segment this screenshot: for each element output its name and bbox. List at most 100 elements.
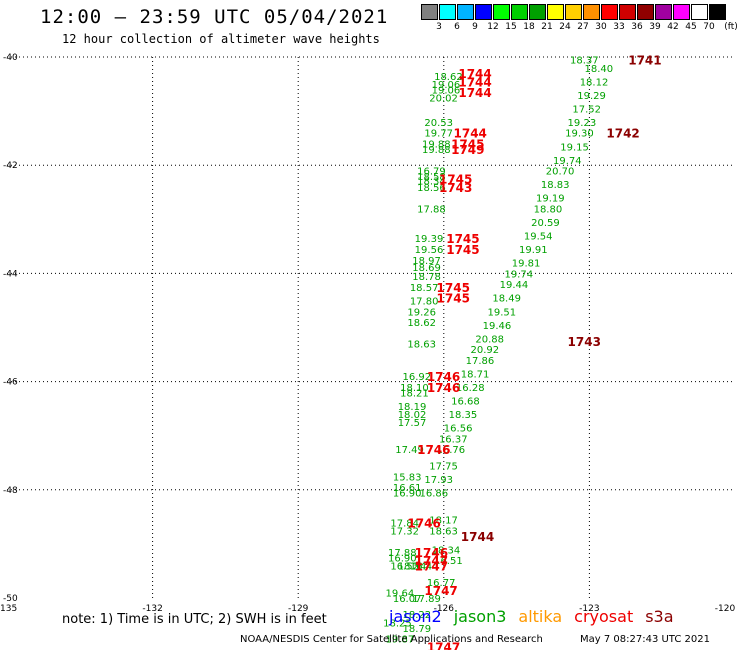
wave-height-label: 18.69 xyxy=(412,263,441,274)
wave-height-label: 16.56 xyxy=(444,424,473,435)
credit-text: NOAA/NESDIS Center for Satellite Applica… xyxy=(240,634,543,645)
wave-height-label: 19.54 xyxy=(524,232,553,243)
wave-height-label: 20.02 xyxy=(429,94,458,105)
wave-height-label: 20.70 xyxy=(546,167,575,178)
legend-swatch xyxy=(439,4,456,20)
latitude-label: -42 xyxy=(3,161,18,171)
latitude-label: -50 xyxy=(3,594,18,604)
wave-height-label: 18.34 xyxy=(417,176,446,187)
wave-height-label: 19.29 xyxy=(577,91,606,102)
legend-swatch xyxy=(511,4,528,20)
wave-height-label: 19.81 xyxy=(512,259,541,270)
legend-swatch xyxy=(583,4,600,20)
longitude-label: -132 xyxy=(142,604,162,614)
wave-height-label: 18.49 xyxy=(492,294,521,305)
legend-swatch xyxy=(709,4,726,20)
wave-height-label: 16.44 xyxy=(410,562,439,573)
wave-height-label: 19.44 xyxy=(500,280,529,291)
legend-label: 45 xyxy=(685,22,697,32)
wave-height-label: 18.40 xyxy=(585,64,614,75)
wave-height-label: 16.52 xyxy=(390,562,419,573)
legend-swatch xyxy=(493,4,510,20)
wave-height-label: 16.76 xyxy=(437,445,466,456)
satellite-altika: altika xyxy=(518,607,563,626)
wave-height-label: 17.32 xyxy=(390,526,419,537)
wave-height-label: 19.46 xyxy=(483,321,512,332)
time-label: 1743 xyxy=(568,335,601,349)
legend-swatch xyxy=(457,4,474,20)
wave-height-label: 18.63 xyxy=(407,340,436,351)
legend-swatch xyxy=(565,4,582,20)
time-label: 1745 xyxy=(451,138,484,152)
longitude-label: -135 xyxy=(0,604,17,614)
latitude-label: -46 xyxy=(3,378,18,388)
satellite-jason3: jason3 xyxy=(453,607,507,626)
wave-height-label: 18.63 xyxy=(429,526,458,537)
wave-height-label: 18.10 xyxy=(400,383,429,394)
units-note: note: 1) Time is in UTC; 2) SWH is in fe… xyxy=(62,612,327,627)
time-label: 1747 xyxy=(424,584,457,598)
wave-height-label: 18.83 xyxy=(541,180,570,191)
wave-height-label: 18.62 xyxy=(434,72,463,83)
legend-unit: (ft) xyxy=(724,22,738,32)
wave-height-label: 18.56 xyxy=(417,183,446,194)
time-label: 1746 xyxy=(427,381,460,395)
wave-height-label: 18.17 xyxy=(429,516,458,527)
generated-timestamp: May 7 08:27:43 UTC 2021 xyxy=(580,634,710,645)
longitude-label: -120 xyxy=(715,604,736,614)
wave-height-label: 19.88 xyxy=(422,140,451,151)
wave-height-label: 16.51 xyxy=(434,556,463,567)
wave-height-label: 16.37 xyxy=(439,434,468,445)
wave-height-label: 18.71 xyxy=(461,369,490,380)
wave-height-label: 20.92 xyxy=(470,345,499,356)
legend-swatch xyxy=(673,4,690,20)
legend-label: 36 xyxy=(631,22,643,32)
time-label: 1744 xyxy=(458,75,491,89)
wave-height-label: 18.62 xyxy=(407,318,436,329)
time-label: 1747 xyxy=(415,560,448,574)
wave-height-label: 17.75 xyxy=(429,461,458,472)
time-label: 1744 xyxy=(461,530,494,544)
legend-swatch xyxy=(637,4,654,20)
legend-label: 18 xyxy=(523,22,535,32)
satellite-jason2: jason2 xyxy=(389,607,442,626)
wave-height-label: 16.07 xyxy=(393,594,422,605)
legend-swatch xyxy=(547,4,564,20)
satellite-s3a: s3a xyxy=(645,607,674,626)
wave-height-label: 20.53 xyxy=(424,118,453,129)
time-label: 1745 xyxy=(439,173,472,187)
wave-height-label: 17.93 xyxy=(424,475,453,486)
wave-height-label: 19.23 xyxy=(568,118,597,129)
wave-height-label: 19.64 xyxy=(386,589,415,600)
legend-swatch xyxy=(619,4,636,20)
legend-label: 42 xyxy=(667,22,679,32)
legend-label: 15 xyxy=(505,22,517,32)
wave-height-label: 18.58 xyxy=(417,172,446,183)
wave-height-label: 16.61 xyxy=(393,483,422,494)
wave-height-label: 16.68 xyxy=(451,397,480,408)
map-subtitle: 12 hour collection of altimeter wave hei… xyxy=(62,32,380,46)
wave-height-label: 19.15 xyxy=(560,142,589,153)
wave-height-label: 19.30 xyxy=(565,129,594,140)
time-label: 1741 xyxy=(628,54,661,68)
legend-swatch xyxy=(475,4,492,20)
legend-swatch xyxy=(421,4,438,20)
legend-label: 27 xyxy=(577,22,589,32)
time-label: 1746 xyxy=(407,516,440,530)
wave-height-label: 18.12 xyxy=(580,77,609,88)
legend-swatch xyxy=(529,4,546,20)
wave-height-label: 20.88 xyxy=(475,334,504,345)
time-label: 1742 xyxy=(606,127,639,141)
wave-height-label: 16.86 xyxy=(420,489,449,500)
wave-height-label: 19.56 xyxy=(415,245,444,256)
wave-height-label: 17.84 xyxy=(390,518,419,529)
time-label: 1746 xyxy=(427,370,460,384)
longitude-label: -126 xyxy=(434,604,455,614)
wave-height-label: 17.89 xyxy=(412,594,441,605)
legend-label: 9 xyxy=(472,22,478,32)
wave-height-label: 18.57 xyxy=(410,283,439,294)
time-labels: 1741174417441744174217441745174917451743… xyxy=(407,54,661,650)
time-label: 1744 xyxy=(454,127,487,141)
wave-height-label: 18.19 xyxy=(398,402,427,413)
wave-height-label: 18.35 xyxy=(449,410,478,421)
